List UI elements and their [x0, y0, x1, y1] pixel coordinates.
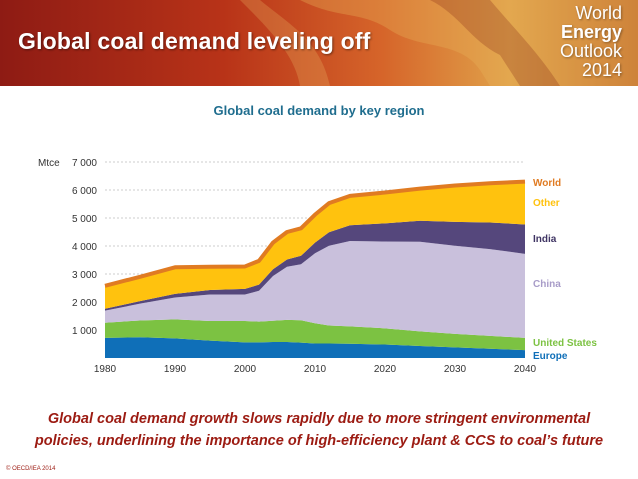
coal-demand-chart: 1 000 2 000 3 000 4 000 5 000 6 000 7 000 Mtce 1… — [38, 158, 597, 375]
series-label-other: Other — [533, 198, 560, 209]
x-tick-label: 1990 — [164, 364, 187, 375]
area-china — [105, 240, 525, 338]
weo-logo-line-outlook: Outlook — [559, 41, 622, 61]
slide-caption: Global coal demand growth slows rapidly … — [8, 408, 630, 452]
y-tick-label: 3 000 — [72, 270, 97, 281]
x-tick-label: 2030 — [444, 364, 467, 375]
x-tick-label: 2020 — [374, 364, 397, 375]
x-tick-label: 2010 — [304, 364, 327, 375]
y-axis-label: Mtce — [38, 158, 60, 169]
area-united-states — [105, 319, 525, 351]
banner-map-decoration — [240, 0, 638, 86]
weo-logo: World Energy Outlook 2014 — [560, 4, 622, 80]
series-label-india: India — [533, 234, 557, 245]
caption-line-2: policies, underlining the importance of … — [34, 433, 604, 449]
series-label-world: World — [533, 178, 561, 189]
x-tick-label: 2000 — [234, 364, 257, 375]
weo-logo-line-world: World — [575, 3, 622, 23]
chart-title: Global coal demand by key region — [213, 103, 425, 118]
world-line — [104, 179, 526, 288]
area-other — [105, 181, 525, 309]
slide-title: Global coal demand leveling off — [18, 28, 371, 54]
x-tick-label: 2040 — [514, 364, 537, 375]
weo-logo-line-year: 2014 — [581, 60, 622, 80]
series-label-europe: Europe — [533, 351, 568, 362]
y-tick-label: 7 000 — [72, 158, 97, 169]
y-tick-label: 4 000 — [72, 242, 97, 253]
series-label-united-states: United States — [533, 338, 597, 349]
area-india — [105, 220, 525, 311]
y-tick-label: 2 000 — [72, 298, 97, 309]
weo-logo-line-energy: Energy — [560, 22, 622, 42]
y-tick-label: 5 000 — [72, 214, 97, 225]
y-tick-label: 1 000 — [72, 326, 97, 337]
header-banner: Global coal demand leveling off World En… — [0, 0, 638, 86]
copyright-notice: © OECD/IEA 2014 — [6, 466, 56, 472]
y-tick-label: 6 000 — [72, 186, 97, 197]
series-label-china: China — [533, 279, 561, 290]
caption-line-1: Global coal demand growth slows rapidly … — [47, 411, 591, 427]
x-tick-label: 1980 — [94, 364, 117, 375]
area-europe — [105, 337, 525, 358]
